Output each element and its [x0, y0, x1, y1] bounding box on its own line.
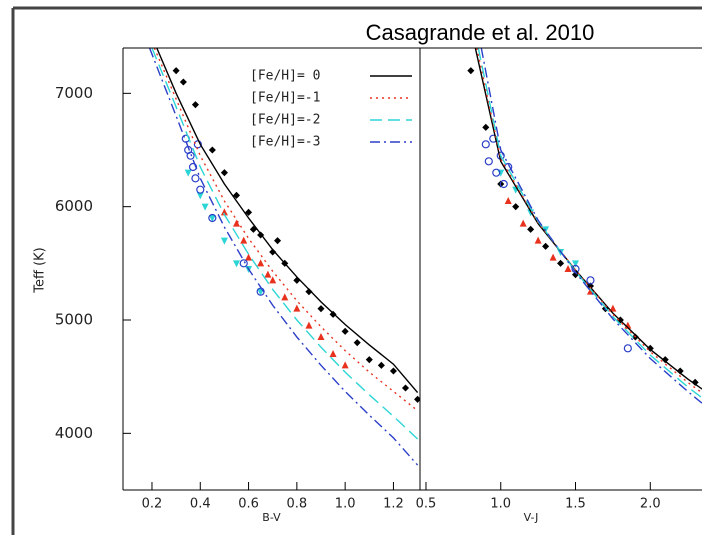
point: [245, 208, 253, 216]
point: [661, 356, 669, 364]
point: [467, 67, 475, 75]
point: [191, 174, 200, 183]
point: [492, 168, 501, 177]
point: [191, 101, 199, 109]
point: [519, 219, 527, 227]
point: [623, 344, 632, 353]
point: [377, 361, 385, 369]
curve: [474, 48, 702, 390]
point: [691, 378, 699, 386]
point: [586, 276, 595, 285]
point: [564, 265, 572, 272]
point: [365, 356, 373, 364]
point: [196, 192, 204, 200]
point: [239, 259, 248, 268]
plot-area: [467, 48, 702, 405]
point: [305, 321, 313, 329]
point: [484, 157, 493, 166]
x-tick-label: 0.8: [287, 497, 308, 512]
point: [482, 123, 490, 131]
x-axis-label: V-J: [524, 511, 539, 524]
point: [341, 327, 349, 335]
chart-title: Casagrande et al. 2010: [366, 20, 595, 45]
point: [201, 203, 209, 211]
point: [179, 78, 187, 86]
point: [274, 237, 282, 245]
point: [512, 203, 520, 211]
point: [196, 185, 205, 194]
point: [527, 225, 535, 233]
x-tick-label: 1.0: [490, 497, 511, 512]
x-tick-label: 2.0: [640, 497, 661, 512]
point: [245, 253, 253, 261]
point: [232, 191, 241, 199]
point: [220, 208, 228, 216]
point: [676, 367, 684, 375]
point: [557, 259, 565, 267]
x-tick-label: 1.5: [565, 497, 586, 512]
point: [353, 339, 361, 347]
plot-area: [148, 48, 420, 466]
point: [317, 333, 325, 340]
curve: [477, 48, 702, 399]
legend-label: [Fe/H]= 0: [250, 69, 320, 84]
point: [269, 248, 277, 256]
curve: [480, 48, 702, 405]
curve: [476, 48, 702, 394]
curve: [148, 48, 419, 466]
y-tick-label: 6000: [55, 197, 93, 215]
point: [329, 310, 337, 318]
point: [220, 169, 228, 177]
point: [232, 260, 240, 268]
point: [293, 304, 301, 312]
point: [240, 236, 248, 244]
point: [172, 67, 180, 75]
point: [534, 236, 542, 244]
point: [281, 293, 289, 301]
point: [208, 146, 216, 154]
x-tick-label: 1.0: [335, 497, 356, 512]
x-tick-label: 0.4: [190, 497, 211, 512]
legend-label: [Fe/H]=-1: [250, 91, 320, 106]
point: [389, 367, 397, 375]
point: [264, 270, 272, 278]
x-axis-label: B-V: [262, 511, 281, 524]
y-tick-label: 5000: [55, 311, 93, 329]
point: [317, 305, 325, 313]
point: [257, 259, 265, 267]
point: [549, 253, 557, 261]
x-tick-label: 0.2: [142, 497, 163, 512]
curve: [156, 48, 419, 393]
x-tick-label: 0.5: [416, 497, 437, 512]
point: [208, 215, 216, 222]
point: [186, 151, 195, 160]
point: [542, 242, 550, 250]
point: [341, 361, 349, 369]
point: [220, 237, 228, 245]
x-tick-label: 1.2: [383, 497, 404, 512]
legend-label: [Fe/H]=-2: [250, 113, 320, 128]
point: [572, 260, 580, 268]
y-tick-label: 7000: [55, 84, 93, 102]
point: [305, 288, 313, 296]
legend-label: [Fe/H]=-3: [250, 135, 320, 150]
point: [184, 169, 192, 177]
point: [504, 197, 512, 204]
point: [232, 219, 240, 227]
point: [481, 140, 490, 149]
point: [414, 395, 420, 403]
point: [208, 213, 217, 223]
y-axis-label: Teff (K): [33, 247, 48, 294]
point: [401, 384, 410, 392]
y-tick-label: 4000: [55, 424, 93, 442]
x-tick-label: 0.6: [238, 497, 259, 512]
point: [609, 304, 617, 312]
point: [329, 350, 337, 357]
point: [499, 179, 508, 189]
curve: [151, 48, 419, 440]
point: [269, 276, 277, 284]
